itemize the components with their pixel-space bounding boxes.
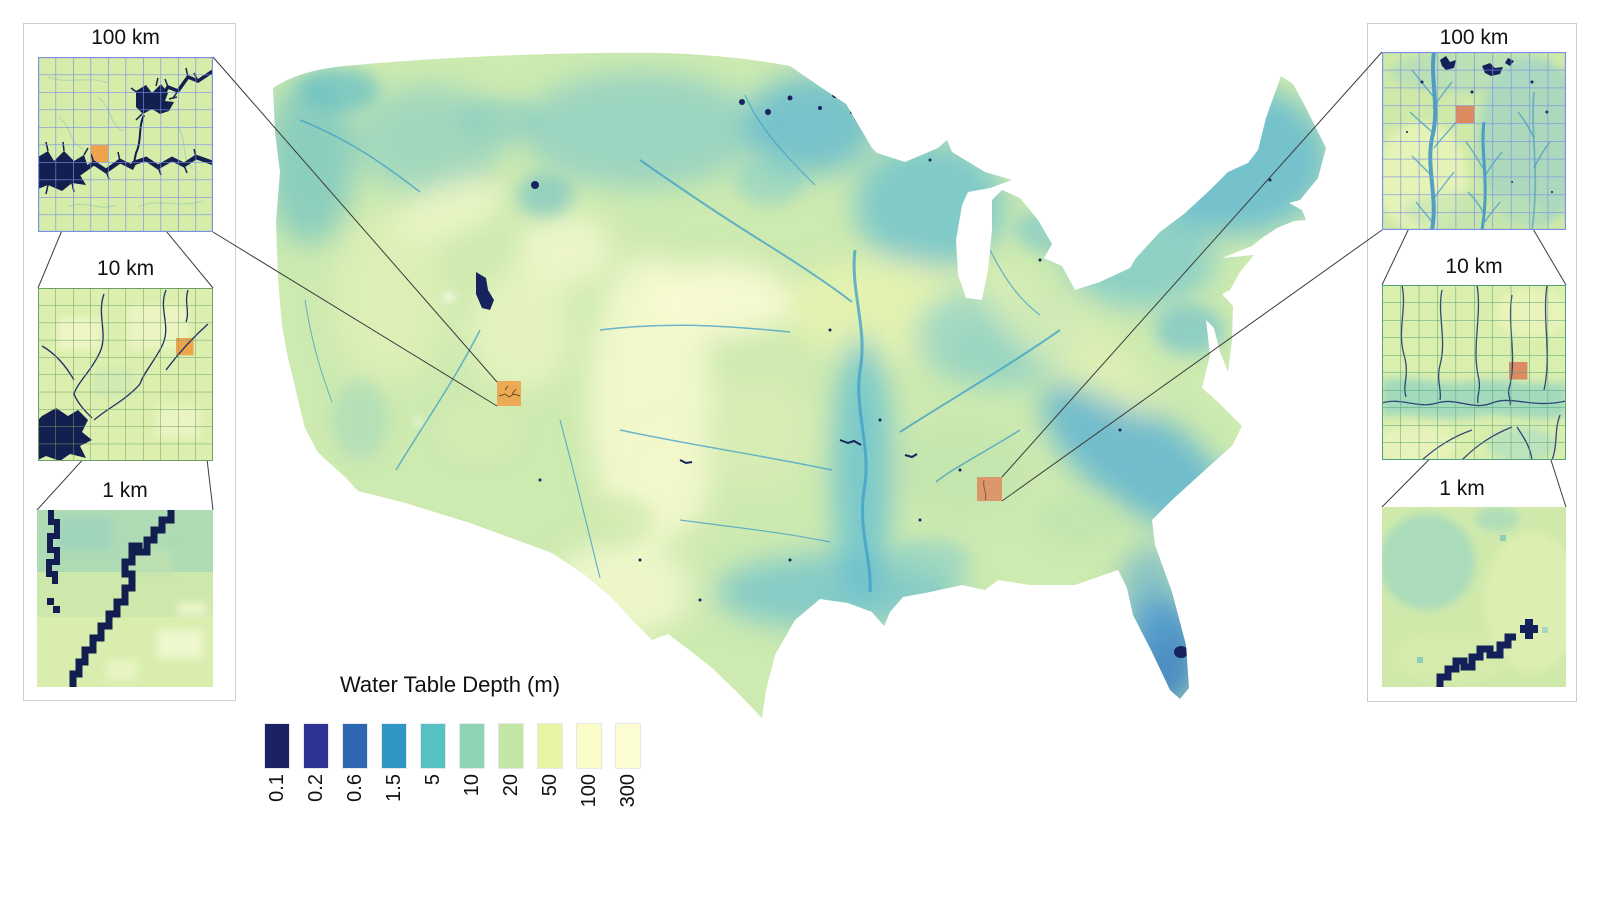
inset-map-left-100km xyxy=(38,57,213,232)
legend-tick: 100 xyxy=(576,774,602,836)
legend-tick: 20 xyxy=(498,774,524,836)
legend-tick: 1.5 xyxy=(381,774,407,836)
legend-tick: 10 xyxy=(459,774,485,836)
inset-title-left-10km: 10 km xyxy=(96,257,155,280)
legend-tick-label: 50 xyxy=(539,774,561,797)
legend-swatch xyxy=(420,723,446,769)
inset-map-left-1km xyxy=(37,510,213,687)
legend-tick-label: 5 xyxy=(422,774,444,786)
legend-tick: 300 xyxy=(615,774,641,836)
legend-tick-label: 0.1 xyxy=(266,774,288,802)
legend-swatch xyxy=(342,723,368,769)
legend-tick: 0.1 xyxy=(264,774,290,836)
legend-swatch xyxy=(459,723,485,769)
inset-title-right-10km: 10 km xyxy=(1445,255,1503,278)
legend-tick-label: 100 xyxy=(578,774,600,808)
legend-swatch xyxy=(537,723,563,769)
inset-title-left-100km: 100 km xyxy=(91,26,160,49)
legend-tick-label: 10 xyxy=(461,774,483,797)
legend-tick: 0.2 xyxy=(303,774,329,836)
legend-swatch xyxy=(498,723,524,769)
legend-swatch xyxy=(615,723,641,769)
inset-title-left-1km: 1 km xyxy=(102,479,148,502)
map-highlight-west xyxy=(497,381,521,406)
legend-tick: 5 xyxy=(420,774,446,836)
inset-map-right-10km xyxy=(1382,285,1566,460)
legend-swatch xyxy=(576,723,602,769)
legend-tick: 0.6 xyxy=(342,774,368,836)
legend-tick-label: 0.6 xyxy=(344,774,366,802)
inset-title-right-1km: 1 km xyxy=(1439,477,1485,500)
legend-tick-label: 0.2 xyxy=(305,774,327,802)
inset-map-right-100km xyxy=(1382,52,1566,230)
inset-map-right-1km xyxy=(1382,507,1566,687)
map-highlight-east xyxy=(977,477,1002,501)
legend-swatch xyxy=(303,723,329,769)
legend-swatch xyxy=(381,723,407,769)
legend-tick: 50 xyxy=(537,774,563,836)
legend-swatch-row xyxy=(264,723,641,769)
legend-swatch xyxy=(264,723,290,769)
legend-tick-label: 20 xyxy=(500,774,522,797)
inset-map-left-10km xyxy=(38,288,213,461)
inset-title-right-100km: 100 km xyxy=(1439,26,1509,49)
legend-label-row: 0.1 0.2 0.6 1.5 5 10 20 50 100 300 xyxy=(264,774,641,836)
legend-title: Water Table Depth (m) xyxy=(339,672,561,697)
legend-tick-label: 300 xyxy=(617,774,639,808)
legend-tick-label: 1.5 xyxy=(383,774,405,802)
